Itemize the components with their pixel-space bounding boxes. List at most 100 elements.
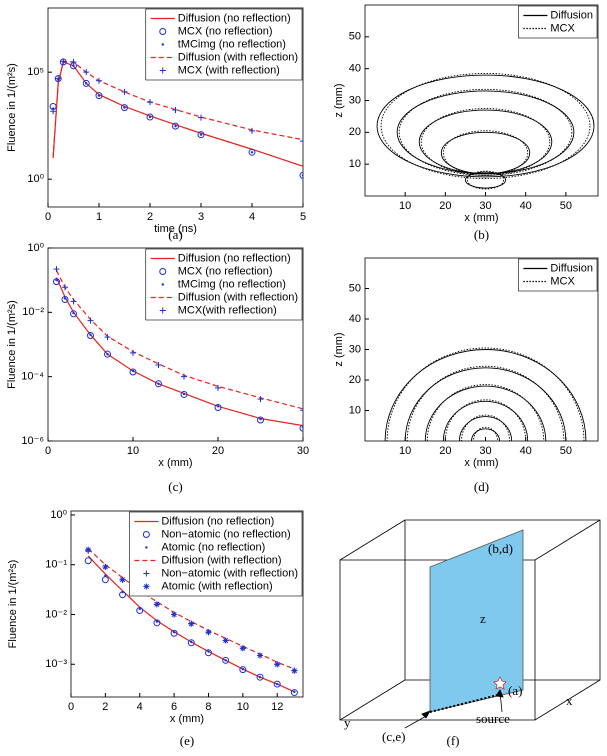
marker <box>95 92 103 100</box>
marker <box>249 127 255 134</box>
point-label: (a) <box>508 683 522 698</box>
y-tick-label: 20 <box>349 126 361 138</box>
caption: (d) <box>474 479 489 494</box>
x-tick-label: 20 <box>439 200 451 212</box>
x-axis-label: x (mm) <box>170 713 204 725</box>
marker <box>198 114 204 121</box>
box-edge <box>534 519 601 561</box>
legend-label: Non−atomic (with reflection) <box>161 567 298 579</box>
legend-label: tMCimg (no reflection) <box>178 38 286 50</box>
box-edge <box>534 679 601 721</box>
marker <box>197 131 205 139</box>
marker <box>142 531 150 538</box>
marker <box>172 107 179 114</box>
contour-line <box>424 385 547 441</box>
marker <box>174 124 177 128</box>
source-label: source <box>476 711 510 726</box>
marker <box>123 106 126 109</box>
marker <box>82 79 90 87</box>
marker <box>104 334 111 341</box>
marker <box>188 620 195 627</box>
plot-area <box>49 58 303 179</box>
x-tick-label: 0 <box>45 445 51 457</box>
marker <box>153 619 161 627</box>
y-axis-label: z (mm) <box>333 332 345 366</box>
y-axis-label: Fluence in 1/(m²s) <box>7 560 19 649</box>
y-tick-label: 20 <box>349 374 361 386</box>
marker <box>257 652 264 659</box>
marker <box>130 349 136 356</box>
legend-label: Diffusion (with reflection) <box>178 51 298 63</box>
marker <box>204 649 212 657</box>
caption: (f) <box>447 733 460 748</box>
marker <box>97 94 101 97</box>
caption: (b) <box>474 227 489 242</box>
marker <box>104 350 111 358</box>
x-axis-label: x (mm) <box>464 212 498 224</box>
marker <box>83 69 90 76</box>
contour-line <box>471 428 501 441</box>
marker <box>60 58 67 65</box>
x-tick-label: 0 <box>45 211 51 223</box>
x-tick-label: 10 <box>127 445 139 457</box>
marker <box>53 266 60 273</box>
marker <box>216 405 220 408</box>
marker <box>159 268 167 275</box>
x-tick-label: 40 <box>520 445 532 457</box>
x-tick-label: 4 <box>137 701 143 713</box>
marker <box>207 650 210 653</box>
y-tick-label: 10⁻² <box>22 306 44 318</box>
marker <box>159 307 166 314</box>
legend-label: Atomic (no reflection) <box>161 541 265 553</box>
contour-line <box>404 367 567 441</box>
marker <box>224 659 227 662</box>
x-tick-label: 40 <box>520 200 532 212</box>
marker <box>87 332 94 340</box>
marker <box>250 151 254 154</box>
marker <box>50 108 57 115</box>
marker <box>256 673 264 681</box>
marker <box>222 637 229 644</box>
legend-label: MCX <box>550 275 575 287</box>
marker <box>190 640 193 644</box>
legend-box <box>129 511 303 597</box>
marker <box>155 362 162 369</box>
series-line <box>52 60 303 158</box>
legend-label: tMCimg (no reflection) <box>178 278 286 290</box>
y-tick-label: 10⁻⁶ <box>21 435 44 447</box>
panel: 0 10 20 30 10⁰ 10⁻² 10⁻⁴ 10⁻⁶ x (mm) Fluence in 1… <box>6 242 309 494</box>
arrow <box>404 714 429 729</box>
panel: 10 20 30 40 50 10 20 30 40 50 x (mm) z (mm) (d) Diffu… <box>333 257 599 494</box>
marker <box>181 373 187 380</box>
marker <box>257 416 264 424</box>
contour-line <box>464 171 507 189</box>
x-tick-label: 4 <box>249 211 255 223</box>
y-tick-label: 10⁻² <box>45 608 67 620</box>
marker <box>248 148 256 156</box>
marker <box>170 629 178 637</box>
box-edge <box>339 679 406 721</box>
legend-label: MCX (no reflection) <box>178 265 273 277</box>
marker <box>155 620 159 623</box>
marker <box>180 390 188 398</box>
y-tick-label: 10⁵ <box>27 66 44 78</box>
legend-label: Diffusion (with reflection) <box>178 291 298 303</box>
y-tick-label: 50 <box>349 282 361 294</box>
legend-label: Diffusion <box>550 262 593 274</box>
panel: 10 20 30 40 50 10 20 30 40 50 x (mm) z (mm) (b) Diffu… <box>333 4 599 242</box>
marker <box>104 574 107 577</box>
marker <box>63 297 67 300</box>
marker <box>55 75 62 82</box>
marker <box>300 138 303 145</box>
box-edge <box>339 519 406 561</box>
marker <box>136 607 144 615</box>
x-tick-label: 2 <box>102 701 108 713</box>
marker <box>121 88 128 95</box>
marker <box>87 317 94 324</box>
marker <box>157 382 160 386</box>
x-tick-label: 50 <box>560 445 572 457</box>
x-tick-label: 0 <box>68 701 74 713</box>
y-tick-label: 30 <box>349 343 361 355</box>
marker <box>138 607 141 611</box>
legend: Diffusion (no reflection)MCX (no reflect… <box>145 248 303 321</box>
